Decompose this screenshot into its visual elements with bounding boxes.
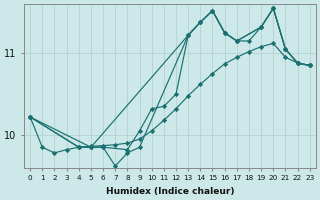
X-axis label: Humidex (Indice chaleur): Humidex (Indice chaleur) bbox=[106, 187, 234, 196]
